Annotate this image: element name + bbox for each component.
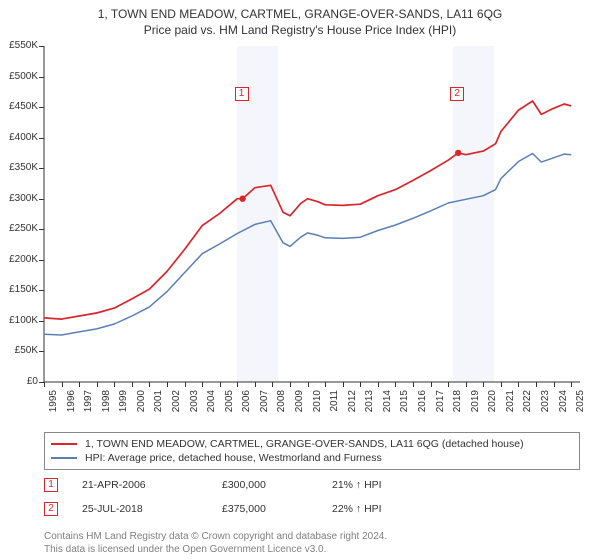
sale-event-row: 2 25-JUL-2018£375,00022% ↑ HPI (44, 502, 580, 516)
title-line-1: 1, TOWN END MEADOW, CARTMEL, GRANGE-OVER… (0, 6, 600, 22)
footer-line-1: Contains HM Land Registry data © Crown c… (44, 530, 580, 543)
event-price: £300,000 (222, 479, 332, 491)
event-date: 25-JUL-2018 (82, 503, 222, 515)
event-price: £375,000 (222, 503, 332, 515)
sale-marker-2: 2 (450, 87, 464, 101)
chart-svg (0, 42, 600, 418)
legend-label: 1, TOWN END MEADOW, CARTMEL, GRANGE-OVER… (85, 437, 524, 451)
legend-swatch (51, 457, 77, 459)
series-hpi (44, 154, 571, 336)
series-property (44, 101, 571, 319)
license-footer: Contains HM Land Registry data © Crown c… (44, 530, 580, 556)
sale-marker-1: 1 (235, 87, 249, 101)
chart-title-block: 1, TOWN END MEADOW, CARTMEL, GRANGE-OVER… (0, 0, 600, 38)
event-marker: 1 (44, 478, 58, 492)
sale-point-2 (455, 150, 461, 156)
legend-swatch (51, 443, 77, 445)
sale-point-1 (239, 196, 245, 202)
chart-area: £0£50K£100K£150K£200K£250K£300K£350K£400… (0, 42, 600, 418)
event-delta: 21% ↑ HPI (332, 479, 452, 491)
legend: 1, TOWN END MEADOW, CARTMEL, GRANGE-OVER… (44, 432, 580, 470)
title-line-2: Price paid vs. HM Land Registry's House … (0, 22, 600, 38)
legend-item: 1, TOWN END MEADOW, CARTMEL, GRANGE-OVER… (51, 437, 573, 451)
sale-event-row: 1 21-APR-2006£300,00021% ↑ HPI (44, 478, 580, 492)
legend-item: HPI: Average price, detached house, West… (51, 451, 573, 465)
event-date: 21-APR-2006 (82, 479, 222, 491)
legend-label: HPI: Average price, detached house, West… (85, 451, 382, 465)
event-marker: 2 (44, 502, 58, 516)
event-delta: 22% ↑ HPI (332, 503, 452, 515)
footer-line-2: This data is licensed under the Open Gov… (44, 543, 580, 556)
